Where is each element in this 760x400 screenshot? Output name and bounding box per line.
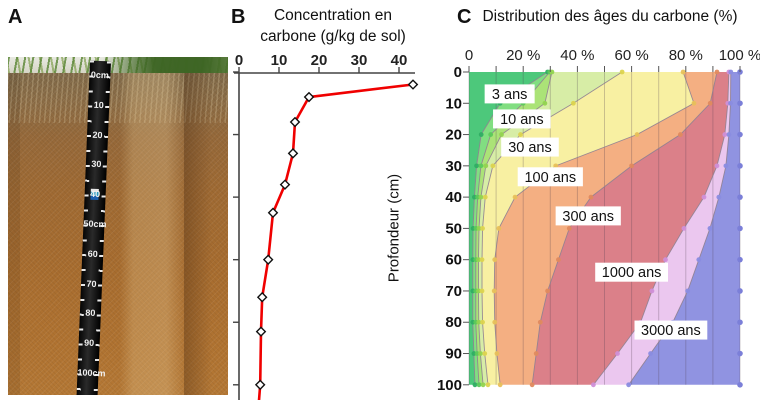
ruler-mark-5: 50cm xyxy=(83,218,107,230)
soil-texture xyxy=(8,71,228,395)
svg-text:0: 0 xyxy=(235,52,243,69)
left-shade xyxy=(8,71,20,395)
chart-b-title-line1: Concentration en xyxy=(273,7,393,24)
root-zone xyxy=(8,71,228,123)
svg-text:0: 0 xyxy=(465,47,473,64)
ruler-mark-3: 30 xyxy=(91,159,102,170)
svg-text:100: 100 xyxy=(437,377,462,394)
svg-text:70: 70 xyxy=(445,283,462,300)
svg-text:60 %: 60 % xyxy=(614,47,648,64)
ruler-mark-9: 90 xyxy=(83,337,95,349)
excavated-column xyxy=(120,71,186,395)
svg-text:40 %: 40 % xyxy=(560,47,594,64)
svg-text:300 ans: 300 ans xyxy=(562,209,614,225)
ruler-mark-1: 10 xyxy=(93,99,104,110)
svg-text:50: 50 xyxy=(445,220,462,237)
svg-text:10: 10 xyxy=(271,52,288,69)
ruler-mark-7: 70 xyxy=(86,278,97,289)
panel-c-label: C xyxy=(457,6,472,28)
svg-text:3 ans: 3 ans xyxy=(492,87,527,103)
svg-text:30 ans: 30 ans xyxy=(508,140,552,156)
svg-text:100 %: 100 % xyxy=(719,47,760,64)
svg-text:20: 20 xyxy=(445,127,462,144)
svg-text:1000 ans: 1000 ans xyxy=(602,265,662,281)
svg-text:10 ans: 10 ans xyxy=(500,112,544,128)
svg-text:20: 20 xyxy=(311,52,328,69)
ruler-mark-6: 60 xyxy=(87,248,98,259)
ruler-mark-4: 40 xyxy=(89,188,101,200)
trench-shadow xyxy=(184,71,212,395)
chart-b-title-line2: carbone (g/kg de sol) xyxy=(260,28,406,45)
chart-c-title: Distribution des âges du carbone (%) xyxy=(482,8,738,25)
grass-strip xyxy=(8,57,228,73)
age-distribution-chart: 0 20 % 40 % 60 % 80 % 100 % 0 10 20 30 40 50 60 70 80 9… xyxy=(437,47,760,394)
panel-a-label: A xyxy=(8,6,23,28)
svg-text:90: 90 xyxy=(445,346,462,363)
svg-text:30: 30 xyxy=(445,158,462,175)
svg-text:40: 40 xyxy=(391,52,408,69)
svg-text:40: 40 xyxy=(445,189,462,206)
ruler-mark-10: 100cm xyxy=(77,367,106,379)
panel-b-label: B xyxy=(231,6,246,28)
ruler-mark-8: 80 xyxy=(85,307,96,319)
svg-text:10: 10 xyxy=(445,95,462,112)
svg-text:20 %: 20 % xyxy=(506,47,540,64)
svg-text:30: 30 xyxy=(351,52,368,69)
svg-text:80: 80 xyxy=(445,314,462,331)
svg-text:100 ans: 100 ans xyxy=(524,170,576,186)
chart-b-title: Concentration en carbone (g/kg de sol) xyxy=(246,5,420,47)
svg-text:3000 ans: 3000 ans xyxy=(641,323,701,339)
svg-text:60: 60 xyxy=(445,252,462,269)
svg-text:0: 0 xyxy=(454,64,462,81)
concentration-chart: 0 10 20 30 40 xyxy=(233,52,419,400)
ruler-mark-2: 20 xyxy=(92,129,103,140)
depth-axis-label: Profondeur (cm) xyxy=(385,173,403,283)
svg-text:80 %: 80 % xyxy=(669,47,703,64)
soil-profile-photo: 0cm 10 20 30 40 50cm 60 70 80 90 100cm xyxy=(8,57,228,395)
ruler-mark-0: 0cm xyxy=(90,69,110,81)
